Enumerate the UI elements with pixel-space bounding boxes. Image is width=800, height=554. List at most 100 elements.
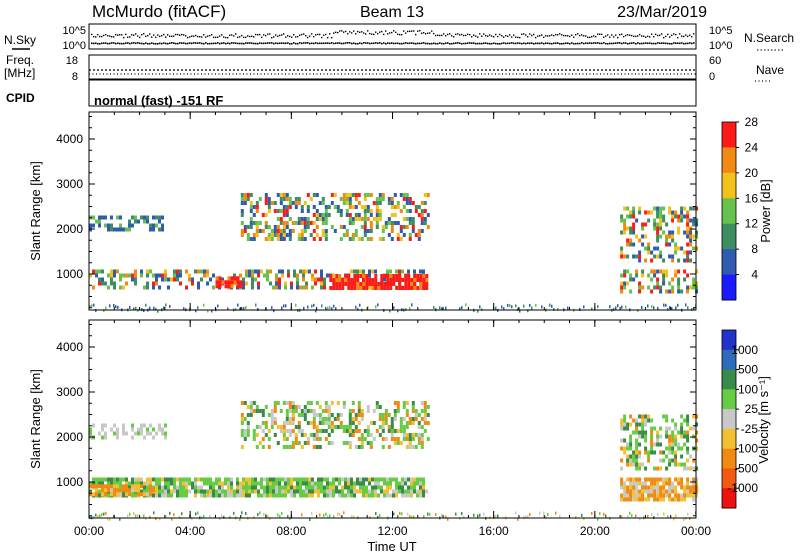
echo-cell bbox=[656, 497, 660, 502]
echo-cell bbox=[119, 488, 122, 493]
noise-cell bbox=[439, 306, 441, 310]
echo-cell bbox=[668, 434, 672, 439]
nsearch-point bbox=[673, 33, 675, 35]
echo-cell bbox=[212, 285, 215, 290]
nsky-point bbox=[139, 42, 141, 45]
echo-cell bbox=[372, 421, 376, 425]
echo-cell bbox=[620, 497, 624, 502]
noise-cell bbox=[625, 305, 627, 309]
nsky-point bbox=[507, 42, 509, 45]
noise-cell bbox=[93, 303, 95, 307]
echo-cell bbox=[356, 278, 360, 282]
noise-cell bbox=[465, 303, 467, 307]
echo-cell bbox=[345, 441, 349, 445]
echo-cell bbox=[339, 237, 343, 241]
nsearch-point bbox=[249, 35, 251, 38]
nsky-point bbox=[445, 42, 447, 45]
nsearch-point bbox=[303, 33, 305, 35]
echo-cell bbox=[116, 227, 119, 232]
nsky-point bbox=[187, 42, 189, 45]
echo-cell bbox=[242, 277, 245, 282]
noise-cell bbox=[675, 306, 677, 310]
echo-cell bbox=[659, 250, 663, 255]
nsearch-point bbox=[143, 33, 145, 35]
echo-cell bbox=[674, 454, 678, 459]
echo-cell bbox=[285, 193, 289, 197]
echo-cell bbox=[261, 429, 265, 433]
echo-cell bbox=[264, 213, 268, 217]
nsky-tick-bottom: 10^0 bbox=[62, 40, 86, 52]
echo-cell bbox=[644, 481, 648, 486]
nsearch-point bbox=[107, 35, 109, 37]
echo-cell bbox=[629, 477, 633, 482]
nsearch-point bbox=[137, 35, 139, 37]
echo-cell bbox=[287, 477, 290, 482]
echo-cell bbox=[623, 481, 627, 486]
echo-cell bbox=[629, 446, 633, 451]
nsearch-point bbox=[213, 36, 215, 39]
echo-cell bbox=[653, 466, 657, 471]
noise-cell bbox=[509, 304, 511, 308]
echo-cell bbox=[249, 221, 253, 225]
nsearch-point bbox=[163, 33, 165, 36]
echo-cell bbox=[143, 485, 146, 490]
echo-cell bbox=[644, 434, 648, 439]
echo-cell bbox=[264, 193, 268, 197]
nsky-point bbox=[151, 42, 153, 44]
nsearch-point bbox=[259, 33, 261, 36]
echo-cell bbox=[146, 427, 149, 432]
echo-cell bbox=[686, 226, 690, 231]
echo-cell bbox=[650, 430, 654, 435]
echo-cell bbox=[683, 418, 687, 423]
nsearch-point bbox=[521, 33, 523, 35]
echo-cell bbox=[89, 489, 92, 494]
nsky-point bbox=[157, 42, 159, 45]
nsky-point bbox=[633, 42, 635, 44]
echo-cell bbox=[390, 421, 394, 425]
noise-cell bbox=[651, 305, 653, 308]
echo-cell bbox=[317, 481, 320, 486]
echo-cell bbox=[324, 421, 328, 425]
noise-cell bbox=[169, 511, 171, 515]
echo-cell bbox=[653, 426, 657, 431]
echo-cell bbox=[206, 477, 209, 482]
colorbar-swatch bbox=[722, 330, 736, 351]
nsky-point bbox=[137, 42, 139, 44]
echo-cell bbox=[284, 481, 287, 486]
echo-cell bbox=[327, 413, 331, 417]
echo-cell bbox=[374, 481, 377, 486]
noise-cell bbox=[423, 515, 425, 518]
echo-cell bbox=[626, 206, 630, 211]
echo-cell bbox=[668, 497, 672, 502]
echo-cell bbox=[410, 485, 413, 490]
nsky-point bbox=[245, 42, 247, 44]
nsky-point bbox=[255, 42, 257, 45]
echo-cell bbox=[638, 422, 642, 427]
echo-cell bbox=[653, 206, 657, 211]
nsearch-point bbox=[645, 36, 647, 38]
echo-cell bbox=[677, 430, 681, 435]
echo-cell bbox=[408, 417, 412, 421]
echo-cell bbox=[188, 477, 191, 482]
echo-cell bbox=[632, 226, 636, 231]
noise-cell bbox=[233, 511, 235, 515]
echo-cell bbox=[245, 477, 248, 482]
nsearch-point bbox=[369, 32, 371, 35]
echo-cell bbox=[665, 289, 669, 294]
echo-cell bbox=[354, 193, 358, 197]
echo-cell bbox=[288, 433, 292, 437]
echo-cell bbox=[98, 477, 101, 482]
station-title: McMurdo (fitACF) bbox=[92, 2, 226, 21]
echo-cell bbox=[419, 481, 422, 486]
nsky-point bbox=[171, 42, 173, 44]
nsky-point bbox=[361, 42, 363, 45]
noise-cell bbox=[165, 515, 167, 518]
echo-cell bbox=[380, 282, 384, 286]
echo-cell bbox=[413, 489, 416, 494]
noise-cell bbox=[539, 511, 541, 515]
echo-cell bbox=[276, 193, 280, 197]
echo-cell bbox=[674, 273, 678, 278]
echo-cell bbox=[671, 418, 675, 423]
echo-cell bbox=[119, 285, 122, 290]
noise-cell bbox=[285, 304, 287, 308]
